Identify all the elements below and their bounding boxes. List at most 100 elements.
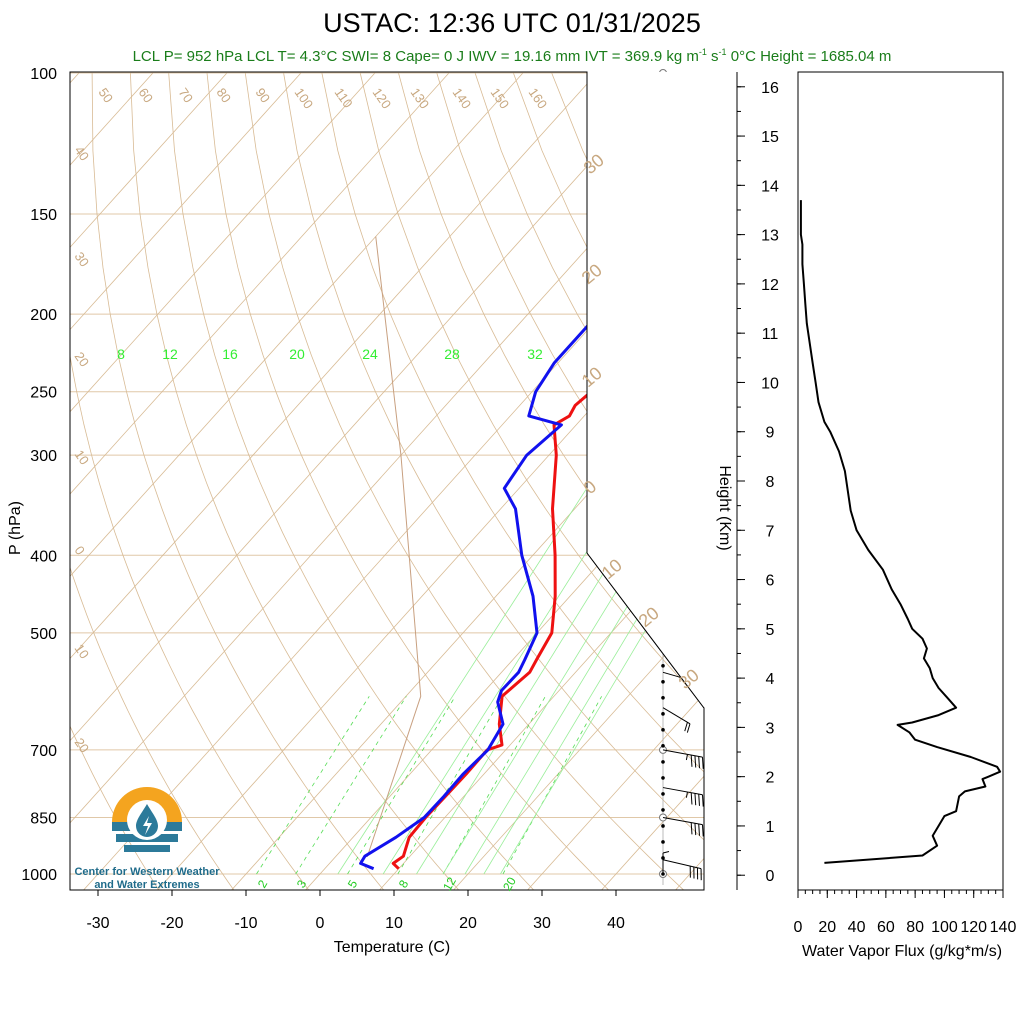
- barb-feather: [698, 756, 700, 769]
- mixing-ratio-line: [397, 696, 504, 875]
- theta-label: 120: [370, 85, 395, 111]
- temperature-tick-label: 40: [607, 915, 625, 932]
- theta-label-left: 10: [72, 447, 93, 467]
- dry-adiabat: [436, 72, 704, 570]
- dry-adiabat: [206, 72, 610, 890]
- pressure-tick-label: 850: [30, 810, 57, 827]
- summary-exponent-2: -1: [718, 47, 727, 57]
- theta-label: 110: [332, 85, 356, 111]
- barb-shaft: [662, 749, 703, 758]
- pressure-tick-label: 700: [30, 743, 57, 760]
- page-title: USTAC: 12:36 UTC 01/31/2025: [323, 8, 701, 38]
- isotherm-line: [70, 72, 302, 331]
- cw3e-logo: [112, 787, 182, 852]
- theta-label: 140: [450, 85, 475, 111]
- x-axis-label: Temperature (C): [334, 939, 450, 956]
- barb-feather: [701, 757, 704, 769]
- height-tick-label: 13: [761, 228, 779, 245]
- dry-adiabat: [705, 73, 1024, 891]
- skew-t-background-lines: [70, 72, 1024, 891]
- isotherm-line: [157, 282, 704, 890]
- height-tick-label: 3: [766, 720, 775, 737]
- mixing-ratio-label: 20: [289, 346, 305, 362]
- mixing-ratio-label: 24: [362, 346, 378, 362]
- wind-barb: [662, 851, 670, 874]
- logo-caption: Center for Western Weather and Water Ext…: [66, 866, 228, 892]
- height-axis-label: Height (Km): [716, 465, 733, 550]
- height-tick-label: 8: [766, 474, 775, 491]
- dry-adiabat: [130, 72, 460, 890]
- flux-frame: [797, 71, 1004, 891]
- logo-line-1: Center for Western Weather: [74, 866, 220, 878]
- height-tick-label: 1: [766, 819, 775, 836]
- sounding-summary: LCL P= 952 hPa LCL T= 4.3°C SWI= 8 Cape=…: [0, 47, 1024, 65]
- height-tick-label: 5: [766, 622, 775, 639]
- dry-adiabat: [474, 72, 704, 502]
- mixing-ratio-label: 8: [117, 346, 125, 362]
- mixing-ratio-label: 16: [222, 346, 238, 362]
- dry-adiabat: [321, 72, 704, 773]
- theta-label-left: 40: [72, 143, 93, 163]
- water-vapor-flux-curve: [799, 200, 1002, 864]
- pressure-tick-label: 400: [30, 548, 57, 565]
- temperature-tick-label: -10: [234, 915, 257, 932]
- barb-feather: [694, 823, 697, 836]
- temperature-tick-label: 0: [316, 915, 325, 932]
- pressure-tick-label: 150: [30, 207, 57, 224]
- mixing-ratio-label-bottom: 20: [500, 874, 519, 893]
- barb-feather: [690, 822, 693, 835]
- temperature-tick-label: 10: [385, 915, 403, 932]
- flux-tick-label: 140: [990, 919, 1017, 936]
- isotherm-line: [70, 72, 376, 413]
- barb-feather: [686, 723, 691, 733]
- theta-label: 70: [176, 85, 197, 105]
- height-tick-label: 2: [766, 770, 775, 787]
- barb-feather: [662, 851, 670, 854]
- theta-label: 100: [292, 85, 317, 111]
- logo-line-2: and Water Extremes: [94, 879, 200, 891]
- barb-feather: [684, 722, 688, 732]
- saturation-line: [442, 447, 704, 875]
- barb-half-feather: [685, 754, 688, 761]
- barb-level-dot: [661, 696, 665, 700]
- frame-cut: [586, 72, 705, 709]
- isotherm-line: [70, 72, 598, 660]
- theta-label-left: 10: [72, 641, 93, 661]
- isotherm-line: [70, 72, 80, 84]
- height-tick-label: 12: [761, 277, 779, 294]
- height-tick-label: 16: [761, 80, 779, 97]
- barb-level-dot: [661, 760, 665, 764]
- isotherm-line: [83, 200, 704, 890]
- theta-label-left: 20: [72, 735, 93, 755]
- dry-adiabat: [283, 72, 704, 841]
- dry-adiabat: [359, 72, 704, 705]
- barb-shaft: [662, 707, 691, 725]
- flux-tick-label: 120: [960, 919, 987, 936]
- wind-barb: [662, 707, 691, 733]
- barb-shaft: [662, 816, 703, 826]
- barb-level-dot: [661, 679, 665, 684]
- theta-label: 80: [214, 85, 235, 105]
- pressure-tick-label: 1000: [21, 867, 57, 884]
- mixing-ratio-label-bottom: 8: [396, 877, 412, 890]
- dry-adiabat: [70, 725, 160, 890]
- pressure-tick-label: 200: [30, 307, 57, 324]
- barb-level-dot: [661, 776, 665, 780]
- isotherm-line: [70, 72, 672, 742]
- theta-label: 160: [526, 85, 551, 111]
- saturation-line: [464, 479, 704, 875]
- flux-axis-label: Water Vapor Flux (g/kg*m/s): [802, 943, 1002, 960]
- height-tick-label: 0: [766, 868, 775, 885]
- summary-exponent: -1: [698, 47, 707, 57]
- barb-feather: [698, 823, 700, 836]
- isotherm-line: [70, 72, 524, 577]
- mixing-ratio-line: [442, 696, 546, 875]
- dry-adiabat: [70, 353, 310, 890]
- dry-adiabat: [743, 73, 1024, 891]
- dry-adiabat: [91, 72, 385, 890]
- barb-feather: [701, 824, 704, 837]
- height-tick-label: 6: [766, 573, 775, 590]
- wind-barb: [662, 859, 702, 881]
